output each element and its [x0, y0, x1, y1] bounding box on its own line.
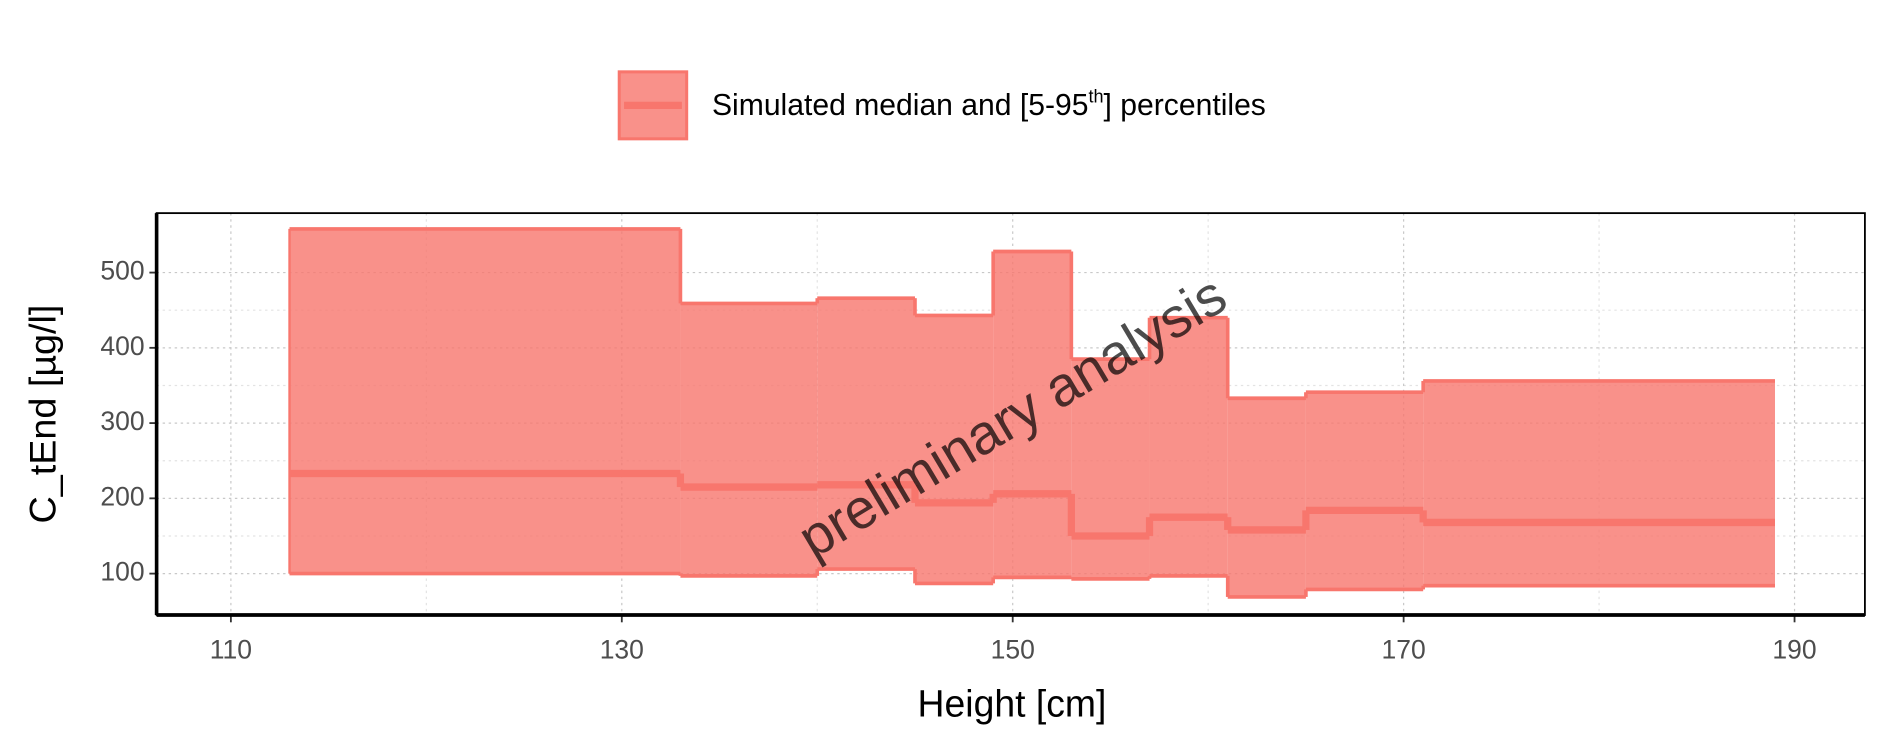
- legend-text: Simulated median and [5-95: [712, 89, 1089, 122]
- ribbon-band: [680, 303, 818, 576]
- ribbon-band: [1423, 380, 1775, 586]
- ribbon-band: [993, 251, 1072, 578]
- x-tick-label: 150: [991, 634, 1035, 664]
- y-tick-label: 400: [100, 331, 144, 361]
- ribbon-band: [1149, 317, 1228, 576]
- legend-suffix: ] percentiles: [1104, 89, 1266, 122]
- ribbon-band: [914, 315, 994, 584]
- legend-superscript: th: [1088, 86, 1103, 106]
- x-tick-label: 130: [600, 634, 644, 664]
- y-tick-label: 100: [100, 557, 144, 587]
- legend-label: Simulated median and [5-95th] percentile…: [712, 86, 1266, 122]
- x-axis-title: Height [cm]: [918, 682, 1107, 724]
- y-axis-title: C_tEnd [µg/l]: [22, 305, 64, 524]
- ribbon-band: [289, 228, 681, 574]
- y-tick-label: 200: [100, 481, 144, 511]
- ribbon-band: [1305, 392, 1424, 590]
- x-tick-label: 190: [1772, 634, 1816, 664]
- x-tick-label: 110: [210, 634, 252, 664]
- ribbon-band: [817, 298, 915, 570]
- ribbon-band: [1071, 359, 1150, 579]
- y-tick-label: 300: [100, 406, 144, 436]
- y-tick-label: 500: [100, 256, 144, 286]
- x-tick-label: 170: [1382, 634, 1426, 664]
- ribbon-band: [1227, 398, 1306, 597]
